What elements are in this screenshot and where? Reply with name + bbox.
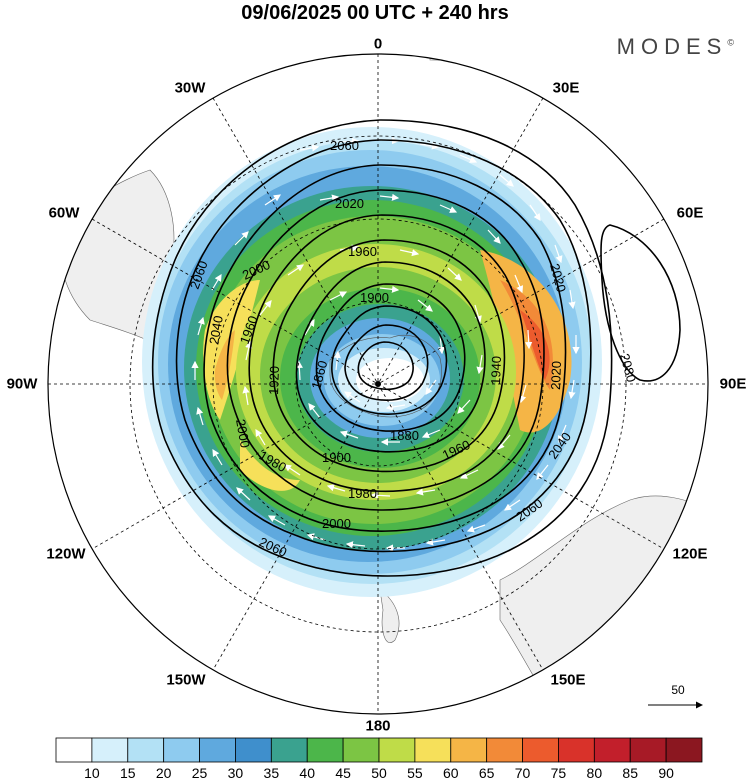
colorbar-tick-label: 25 (191, 765, 208, 781)
colorbar-swatch (342, 737, 380, 763)
contour-label: 2040 (206, 314, 226, 345)
colorbar-swatch (127, 737, 165, 763)
colorbar-swatch (270, 737, 308, 763)
colorbar-swatch (55, 737, 93, 763)
colorbar-swatch (450, 737, 488, 763)
contour-label: 2000 (233, 418, 253, 449)
colorbar-tick-label: 75 (550, 765, 567, 781)
colorbar-swatch (91, 737, 129, 763)
antarctica-outline (329, 334, 442, 418)
contour-2060 (151, 119, 613, 577)
colorbar-swatch (558, 737, 595, 763)
contour-label: 1900 (360, 290, 389, 305)
colorbar-swatch (306, 737, 344, 763)
lon-label-30e: 30E (552, 79, 580, 97)
lon-label-0: 0 (373, 35, 383, 53)
lon-label-120e: 120E (672, 545, 708, 563)
colorbar-tick-label: 80 (586, 765, 603, 781)
colorbar-swatch (665, 737, 703, 763)
map-boundary (47, 53, 709, 715)
reference-vector-label: 50 (671, 683, 685, 697)
colorbar-swatch (163, 737, 200, 763)
lon-label-150e: 150E (550, 671, 586, 689)
contour-label: 2020 (335, 196, 364, 211)
contour-1860 (357, 341, 414, 391)
colorbar-tick-label: 40 (299, 765, 316, 781)
lon-label-30w: 30W (174, 79, 206, 97)
colorbar-tick-label: 60 (442, 765, 459, 781)
wind-speed-shading (142, 127, 602, 597)
wind-vectors (191, 137, 580, 552)
colorbar-tick-label: 90 (658, 765, 674, 781)
lon-label-90e: 90E (719, 375, 747, 393)
contour-label: 1900 (322, 450, 351, 465)
colorbar-swatch (522, 737, 559, 763)
colorbar-tick-label: 65 (478, 765, 495, 781)
colorbar-tick-label: 55 (407, 765, 423, 781)
colorbar-swatch (486, 737, 523, 763)
contour-labels: 2060 2060 2020 2000 1960 1900 1860 1880 … (187, 138, 639, 560)
contour-label: 2020 (547, 262, 569, 294)
contour-2040 (175, 139, 592, 553)
contour-label: 1940 (488, 356, 504, 385)
colorbar-tick-label: 15 (119, 765, 136, 781)
contour-label: 2000 (322, 516, 351, 531)
contour-label: 2060 (330, 138, 359, 153)
colorbar-tick-label: 35 (263, 765, 280, 781)
contour-label: 1860 (308, 359, 330, 391)
colorbar-tick-label: 70 (514, 765, 531, 781)
colorbar-swatch (235, 737, 272, 763)
colorbar-tick-label: 45 (335, 765, 351, 781)
colorbar-tick-label: 30 (227, 765, 244, 781)
contour-1980 (248, 214, 525, 493)
modes-logo: MODES© (616, 34, 734, 59)
chart-title: 09/06/2025 00 UTC + 240 hrs (241, 2, 509, 24)
contour-label: 2020 (548, 361, 564, 390)
colorbar-swatch (414, 737, 452, 763)
contour-1960 (272, 239, 506, 473)
new-zealand-landmass (379, 589, 400, 643)
contour-label: 1880 (390, 428, 419, 443)
colorbar-swatch (378, 737, 416, 763)
lon-label-120w: 120W (46, 545, 86, 563)
contour-label: 1980 (348, 486, 377, 501)
contour-1940 (295, 261, 486, 453)
lon-label-60w: 60W (48, 204, 80, 222)
contour-1900 (331, 305, 448, 415)
colorbar-tick-label: 20 (155, 765, 172, 781)
lon-label-60e: 60E (676, 204, 704, 222)
contour-1880 (344, 324, 429, 401)
colorbar (55, 737, 703, 763)
contour-label: 2080 (617, 352, 639, 384)
south-pole-dot (375, 381, 381, 387)
contour-2020 (203, 164, 567, 532)
colorbar-swatch (629, 737, 667, 763)
colorbar-swatch (593, 737, 631, 763)
contour-1920 (315, 283, 466, 432)
contour-2000 (226, 189, 545, 511)
colorbar-tick-label: 85 (622, 765, 639, 781)
contour-label: 1920 (266, 366, 282, 395)
colorbar-swatch (199, 737, 236, 763)
lon-label-180: 180 (365, 717, 391, 735)
colorbar-tick-label: 10 (84, 765, 100, 781)
height-contours (151, 119, 681, 577)
contour-label: 1960 (348, 244, 377, 259)
lon-label-150w: 150W (166, 671, 206, 689)
colorbar-tick-label: 50 (371, 765, 387, 781)
lon-label-90w: 90W (6, 375, 38, 393)
